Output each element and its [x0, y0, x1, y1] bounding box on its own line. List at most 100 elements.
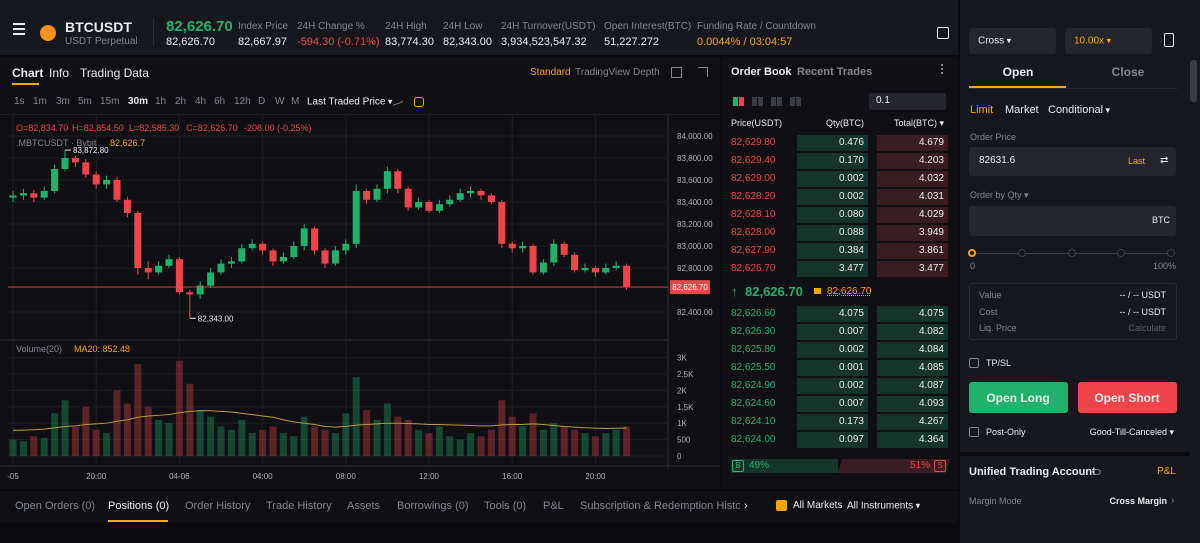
price[interactable]: 82,625.80 — [731, 344, 776, 355]
bottom-tab[interactable]: Assets — [347, 500, 381, 512]
open-underline — [969, 86, 1066, 88]
precision-select[interactable] — [869, 93, 946, 110]
view-tab[interactable]: TradingView — [575, 67, 631, 78]
chart-tab[interactable]: Trading Data — [80, 66, 149, 80]
price[interactable]: 82,628.20 — [731, 191, 776, 202]
interval[interactable]: W — [275, 96, 285, 107]
bottom-tab[interactable]: Tools (0) — [484, 500, 527, 512]
qty-depth — [797, 207, 868, 223]
price[interactable]: 82,624.90 — [731, 380, 776, 391]
price[interactable]: 82,624.60 — [731, 398, 776, 409]
candle-body — [612, 265, 620, 268]
interval[interactable]: 30m — [128, 96, 149, 107]
qty: 0.007 — [838, 398, 864, 409]
order-type[interactable]: Limit — [970, 104, 994, 116]
buy-tag: B — [735, 461, 741, 470]
interval[interactable]: 5m — [78, 96, 92, 107]
price[interactable]: 82,628.10 — [731, 209, 776, 220]
volume-tick-label: 2.5K — [677, 370, 694, 379]
long-button[interactable] — [969, 382, 1068, 413]
short-button[interactable] — [1078, 382, 1177, 413]
open-tab[interactable]: Open — [1002, 65, 1034, 79]
qty: 0.007 — [838, 326, 864, 337]
total-depth — [877, 261, 948, 277]
price-source[interactable]: Last Traded Price — [307, 95, 392, 110]
order-type[interactable]: Market — [1005, 104, 1039, 116]
tpsl-checkbox[interactable] — [969, 358, 979, 368]
interval[interactable]: 12h — [234, 96, 251, 107]
qty-input[interactable] — [969, 206, 1176, 236]
candle-body — [415, 202, 423, 208]
price-input[interactable] — [969, 147, 1176, 176]
interval[interactable]: D — [258, 96, 266, 107]
volume-bar — [519, 426, 527, 456]
interval[interactable]: M — [291, 96, 300, 107]
pnl-link[interactable]: P&L — [1157, 466, 1176, 477]
slider-stop[interactable] — [968, 249, 976, 257]
order-type[interactable]: Conditional — [1048, 103, 1110, 117]
interval[interactable]: 1h — [155, 96, 167, 107]
chart-tab[interactable]: Info — [49, 66, 70, 80]
bottom-tab[interactable]: Borrowings (0) — [397, 500, 469, 512]
candle-body — [19, 193, 27, 196]
candle-body — [227, 261, 235, 264]
candle-body — [92, 174, 100, 185]
ob-tab[interactable]: Order Book — [731, 66, 792, 78]
total: 4.031 — [918, 191, 944, 202]
volume-bar — [591, 436, 599, 456]
ob-tab[interactable]: Recent Trades — [797, 66, 873, 78]
interval[interactable]: 4h — [195, 96, 207, 107]
volume-bar — [321, 429, 329, 456]
all-markets[interactable]: All Markets — [793, 500, 843, 511]
markets-checkbox[interactable] — [776, 500, 787, 511]
price[interactable]: 82,626.70 — [731, 263, 776, 274]
stat-label: 24H High — [385, 21, 427, 32]
candle-body — [446, 199, 454, 205]
interval[interactable]: 3m — [56, 96, 70, 107]
interval[interactable]: 15m — [100, 96, 120, 107]
col-total: Total(BTC) — [894, 116, 944, 130]
postonly-checkbox[interactable] — [969, 427, 979, 437]
volume-bar — [415, 429, 423, 456]
price[interactable]: 82,627.90 — [731, 245, 776, 256]
price[interactable]: 82,624.00 — [731, 434, 776, 445]
price[interactable]: 82,626.60 — [731, 308, 776, 319]
volume-bar — [331, 433, 339, 456]
view-tab[interactable]: Standard — [530, 67, 571, 78]
chart-tab[interactable]: Chart — [12, 66, 44, 80]
qty: 0.173 — [838, 416, 864, 427]
interval[interactable]: 1s — [14, 96, 25, 107]
view-tab[interactable]: Depth — [633, 67, 660, 78]
price[interactable]: 82,629.40 — [731, 155, 776, 166]
price[interactable]: 82,626.30 — [731, 326, 776, 337]
summary-box — [969, 283, 1177, 340]
price[interactable]: 82,628.00 — [731, 227, 776, 238]
volume-bar — [550, 423, 558, 456]
bottom-tab[interactable]: Subscription & Redemption Histo — [580, 500, 740, 512]
interval[interactable]: 2h — [175, 96, 187, 107]
interval[interactable]: 1m — [33, 96, 47, 107]
price[interactable]: 82,624.10 — [731, 416, 776, 427]
total-depth — [877, 243, 948, 259]
price[interactable]: 82,625.50 — [731, 362, 776, 373]
candle-body — [40, 191, 48, 198]
instruments[interactable]: All Instruments — [847, 499, 920, 514]
volume-tick-label: 500 — [677, 436, 691, 445]
bottom-tab[interactable]: Trade History — [266, 500, 332, 512]
bottom-tab[interactable]: P&L — [543, 500, 564, 512]
time-in-force[interactable]: Good-Till-Canceled — [1090, 425, 1174, 439]
total-depth — [877, 306, 948, 322]
bottom-tab[interactable]: Positions (0) — [108, 500, 170, 512]
book-icon — [937, 27, 949, 39]
volume-bar — [134, 364, 142, 456]
bottom-tab[interactable]: Order History — [185, 500, 251, 512]
price[interactable]: 82,629.80 — [731, 137, 776, 148]
close-tab[interactable]: Close — [1111, 65, 1145, 79]
volume-bar — [311, 426, 319, 456]
margin-mode[interactable]: Cross Margin — [1109, 496, 1167, 506]
interval[interactable]: 6h — [214, 96, 226, 107]
volume-bar — [477, 436, 485, 456]
section-divider — [960, 452, 1190, 456]
bottom-tab[interactable]: Open Orders (0) — [15, 500, 96, 512]
price[interactable]: 82,629.00 — [731, 173, 776, 184]
